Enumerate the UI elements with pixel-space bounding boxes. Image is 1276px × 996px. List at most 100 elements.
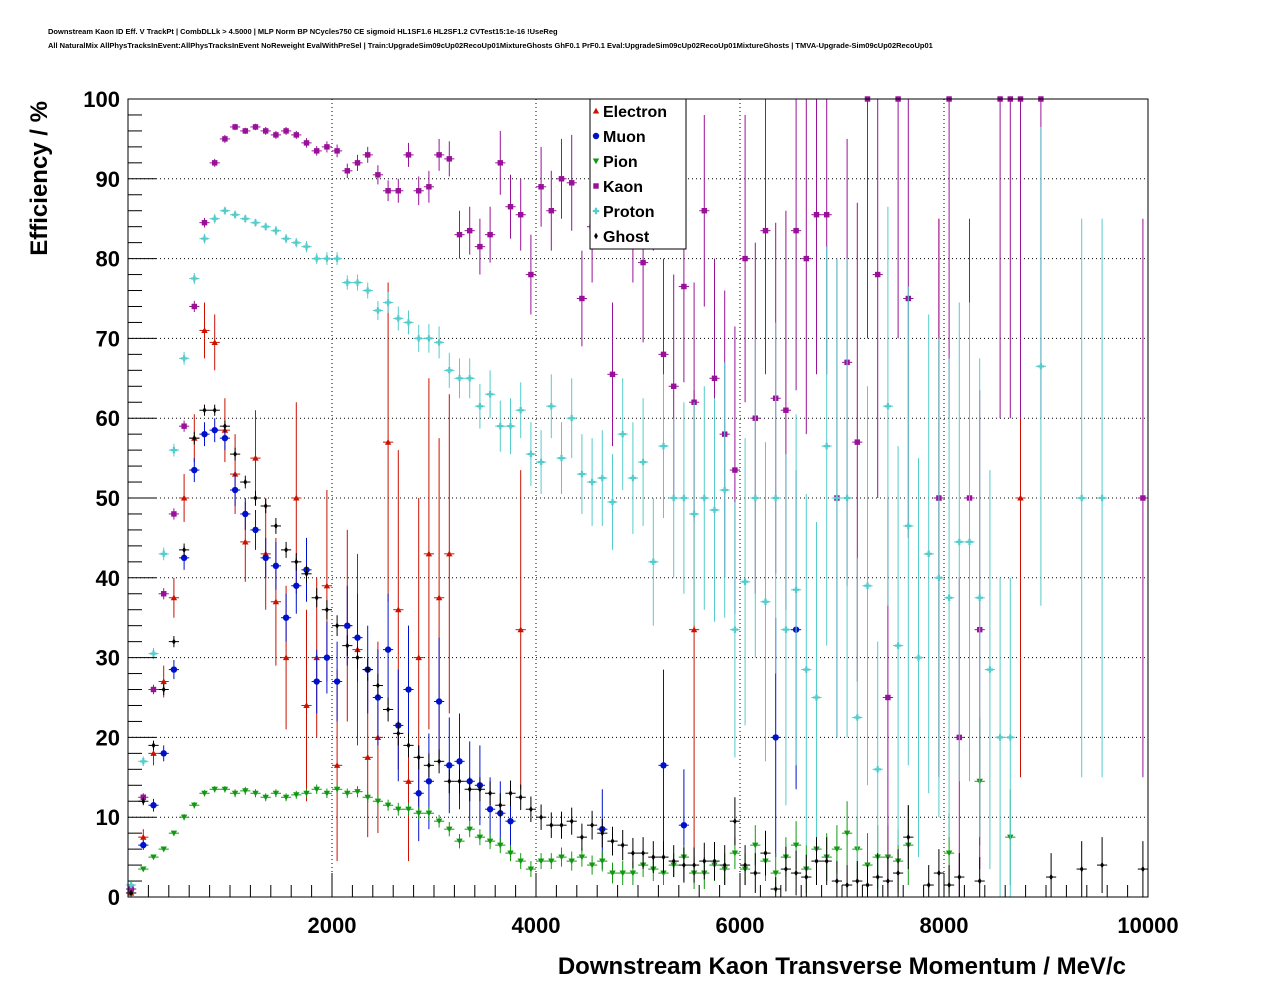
marker bbox=[415, 810, 422, 817]
data-point bbox=[454, 713, 465, 810]
marker bbox=[712, 857, 717, 865]
marker bbox=[303, 243, 310, 250]
marker bbox=[446, 826, 453, 833]
data-point bbox=[1076, 841, 1087, 897]
marker bbox=[171, 638, 176, 645]
marker bbox=[558, 454, 565, 462]
marker bbox=[782, 626, 790, 633]
marker bbox=[263, 502, 268, 510]
data-point bbox=[311, 784, 322, 795]
data-point bbox=[199, 422, 210, 447]
data-point bbox=[536, 804, 547, 830]
data-point bbox=[291, 130, 302, 139]
marker bbox=[201, 430, 208, 438]
marker bbox=[772, 494, 779, 502]
marker bbox=[752, 494, 759, 502]
marker bbox=[610, 837, 615, 845]
data-point bbox=[250, 490, 261, 506]
data-point bbox=[311, 588, 322, 608]
data-point bbox=[240, 475, 251, 489]
marker bbox=[486, 806, 494, 813]
legend-label: Electron bbox=[603, 104, 667, 121]
data-point bbox=[801, 494, 812, 846]
data-point bbox=[852, 861, 863, 897]
marker bbox=[446, 762, 453, 769]
data-point bbox=[515, 382, 526, 439]
marker bbox=[823, 442, 830, 450]
legend: Electron Muon Pion Kaon Proton Ghost bbox=[589, 98, 687, 250]
marker bbox=[792, 842, 800, 849]
legend-box bbox=[589, 98, 687, 250]
legend-marker bbox=[592, 158, 600, 165]
marker bbox=[140, 833, 147, 840]
data-point bbox=[505, 780, 516, 807]
marker bbox=[282, 654, 290, 661]
marker bbox=[977, 877, 982, 885]
legend-entry-ghost: Ghost bbox=[594, 229, 650, 246]
data-point bbox=[372, 673, 383, 698]
marker bbox=[497, 422, 504, 430]
data-point bbox=[699, 842, 710, 880]
data-point bbox=[158, 683, 169, 696]
data-point bbox=[383, 697, 394, 722]
data-point bbox=[791, 414, 802, 766]
data-point bbox=[403, 310, 414, 335]
marker bbox=[180, 814, 188, 821]
marker bbox=[456, 758, 463, 765]
marker bbox=[426, 762, 431, 769]
data-point bbox=[454, 210, 465, 259]
chart-title-line-2: All NaturalMix AllPhysTracksInEvent:AllP… bbox=[48, 41, 933, 50]
data-point bbox=[148, 798, 159, 812]
marker bbox=[242, 510, 249, 518]
data-point bbox=[760, 99, 771, 375]
data-point bbox=[250, 218, 261, 227]
marker bbox=[599, 474, 606, 482]
data-point bbox=[546, 853, 557, 870]
marker bbox=[192, 434, 197, 442]
data-point bbox=[964, 302, 975, 782]
y-tick-label: 100 bbox=[83, 87, 120, 112]
data-point bbox=[842, 865, 853, 897]
data-point bbox=[158, 745, 169, 762]
data-point bbox=[770, 322, 781, 674]
data-point bbox=[658, 374, 669, 518]
marker bbox=[324, 606, 329, 613]
marker bbox=[1140, 495, 1146, 501]
marker bbox=[436, 152, 442, 158]
data-point bbox=[383, 180, 394, 202]
data-point bbox=[342, 275, 353, 290]
marker bbox=[956, 538, 963, 546]
marker bbox=[364, 794, 371, 801]
marker bbox=[660, 870, 667, 877]
data-point bbox=[209, 314, 220, 371]
data-point bbox=[566, 807, 577, 835]
data-point bbox=[311, 649, 322, 714]
data-point bbox=[413, 806, 424, 820]
data-point bbox=[597, 818, 608, 848]
marker bbox=[323, 790, 331, 797]
marker bbox=[1007, 734, 1014, 741]
marker bbox=[333, 786, 341, 793]
marker bbox=[395, 315, 402, 322]
data-point bbox=[281, 233, 292, 244]
data-point bbox=[525, 234, 536, 315]
data-point bbox=[821, 837, 832, 886]
marker bbox=[354, 789, 361, 795]
marker bbox=[140, 866, 147, 873]
marker bbox=[497, 160, 504, 166]
data-point bbox=[770, 877, 781, 897]
marker bbox=[619, 430, 626, 438]
marker bbox=[823, 211, 830, 218]
data-point bbox=[240, 214, 251, 223]
data-point bbox=[1046, 853, 1057, 897]
data-point bbox=[403, 733, 414, 758]
data-point bbox=[627, 422, 638, 534]
data-point bbox=[729, 501, 740, 758]
data-point bbox=[740, 438, 751, 726]
marker bbox=[549, 821, 554, 829]
data-point bbox=[260, 498, 271, 514]
marker bbox=[538, 184, 544, 190]
marker bbox=[1037, 363, 1045, 370]
data-point bbox=[505, 174, 516, 239]
data-point bbox=[556, 422, 567, 495]
